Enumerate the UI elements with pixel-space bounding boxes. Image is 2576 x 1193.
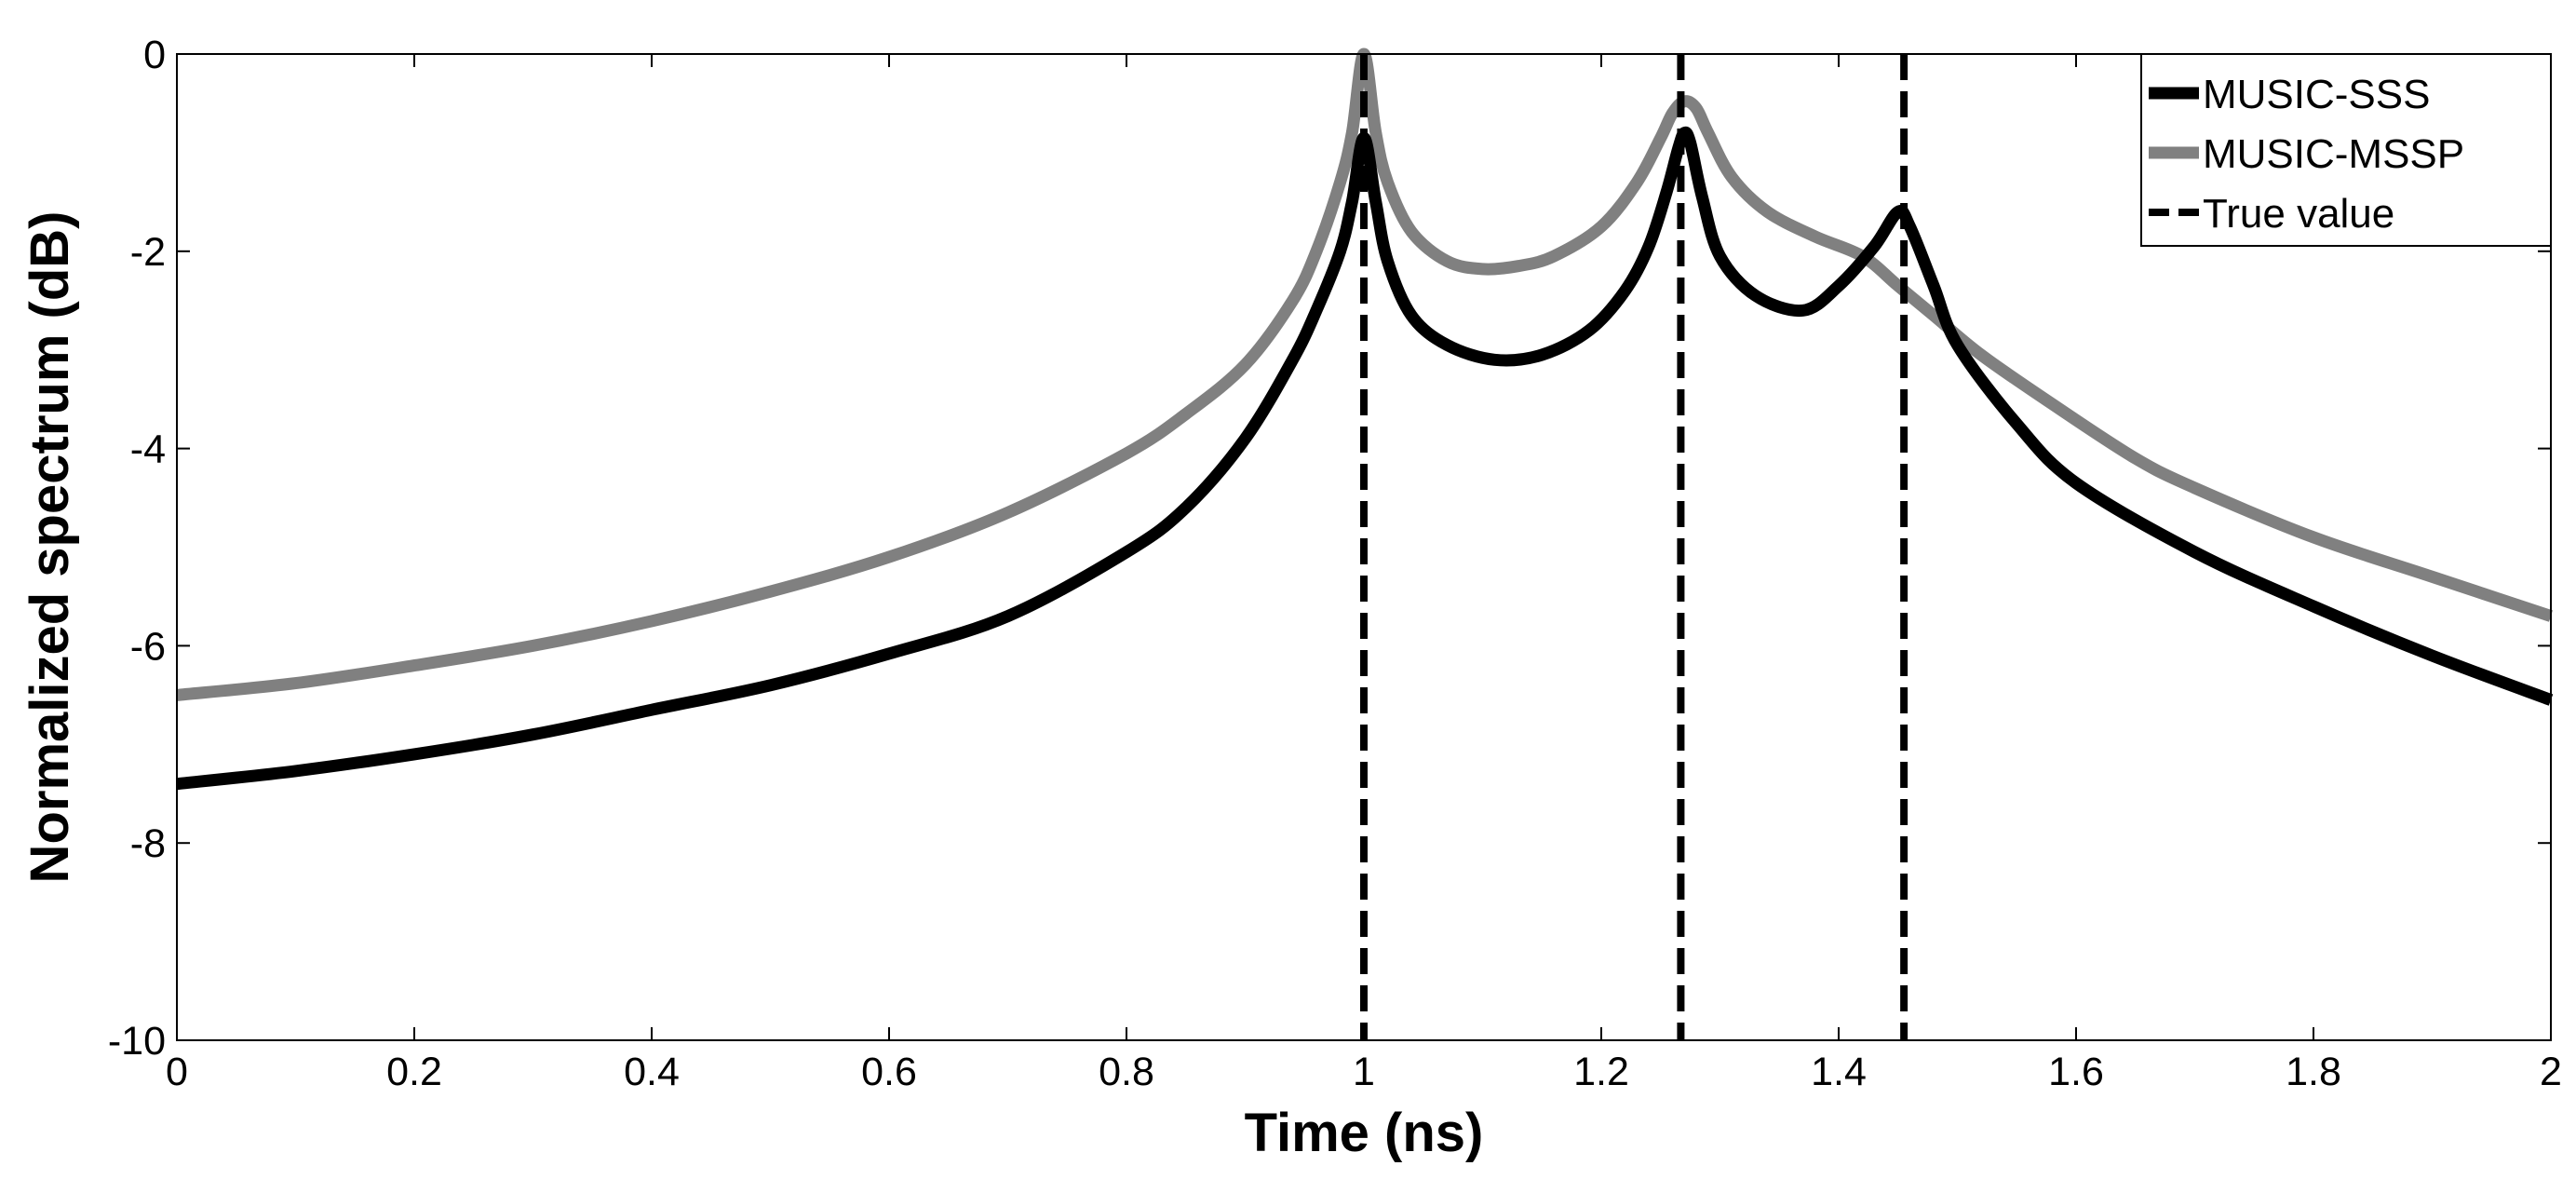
y-tick-label: -2 [130,230,166,275]
x-tick-label: 0.6 [861,1050,917,1094]
x-tick-label: 1.8 [2286,1050,2341,1094]
x-tick-label: 0.8 [1099,1050,1154,1094]
x-tick-label: 0 [166,1050,188,1094]
x-tick-label: 1.4 [1811,1050,1867,1094]
legend-label-music-sss: MUSIC-SSS [2203,72,2430,117]
legend: MUSIC-SSS MUSIC-MSSP True value [2140,53,2552,247]
y-tick-label: -8 [130,821,166,866]
x-tick-label: 0.2 [386,1050,442,1094]
y-tick-label: -10 [108,1019,166,1064]
legend-box [2140,53,2552,247]
series-line-music-sss [176,126,2554,791]
series-layer [176,47,2554,1040]
legend-label-music-mssp: MUSIC-MSSP [2203,131,2464,177]
x-tick-label: 0.4 [624,1050,680,1094]
x-tick-label: 1.2 [1573,1050,1629,1094]
x-tick-label: 2 [2540,1050,2562,1094]
y-tick-label: -6 [130,624,166,669]
axis-ticks: 0 0.2 0.4 0.6 0.8 1 1.2 1.4 1.6 1.8 2 0 -2 -4 -6 -8 -10 [108,33,2562,1094]
y-tick-label: -4 [130,427,166,472]
x-tick-label: 1 [1353,1050,1375,1094]
legend-label-true-value: True value [2203,191,2394,237]
y-tick-label: 0 [143,33,166,77]
x-axis-title: Time (ns) [1245,1103,1484,1163]
x-tick-label: 1.6 [2048,1050,2104,1094]
y-axis-title: Normalized spectrum (dB) [20,211,80,884]
series-line-music-mssp [176,47,2554,701]
